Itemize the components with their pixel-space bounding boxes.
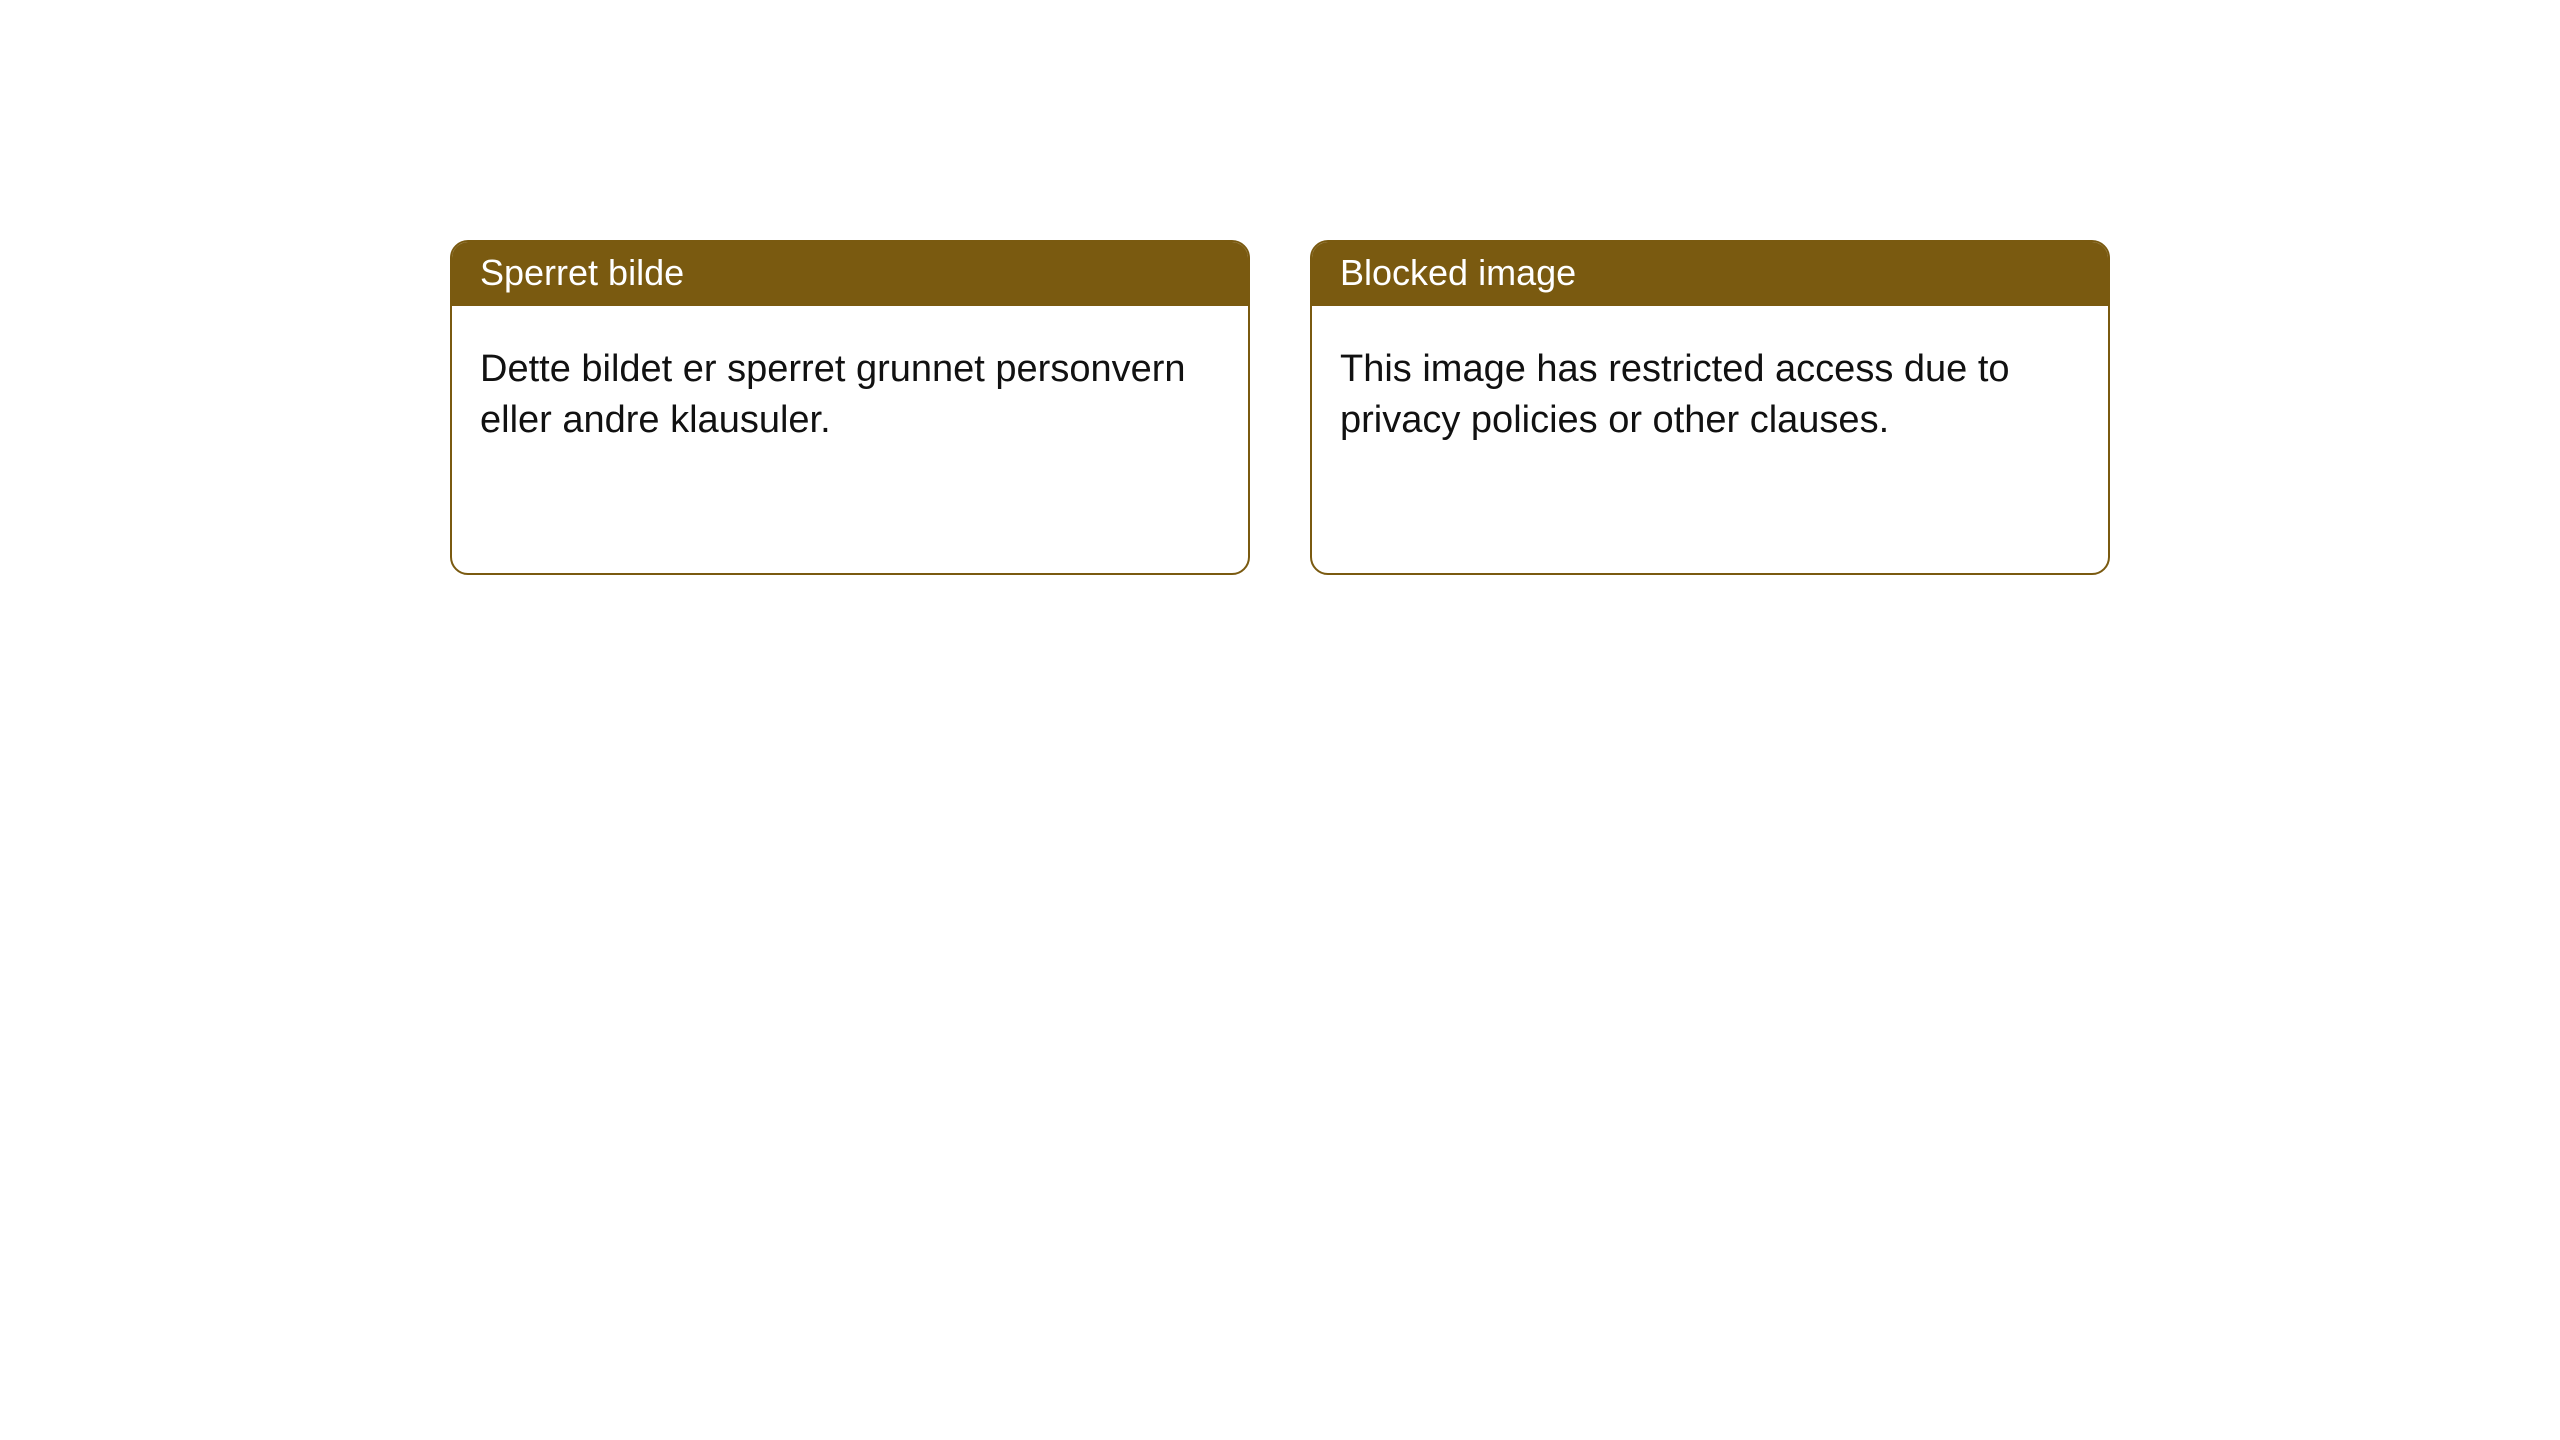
notice-header-no: Sperret bilde — [452, 242, 1248, 306]
notice-card-en: Blocked image This image has restricted … — [1310, 240, 2110, 575]
notice-body-en: This image has restricted access due to … — [1312, 306, 2108, 474]
notice-container: Sperret bilde Dette bildet er sperret gr… — [450, 240, 2110, 575]
notice-header-en: Blocked image — [1312, 242, 2108, 306]
notice-card-no: Sperret bilde Dette bildet er sperret gr… — [450, 240, 1250, 575]
notice-body-no: Dette bildet er sperret grunnet personve… — [452, 306, 1248, 474]
